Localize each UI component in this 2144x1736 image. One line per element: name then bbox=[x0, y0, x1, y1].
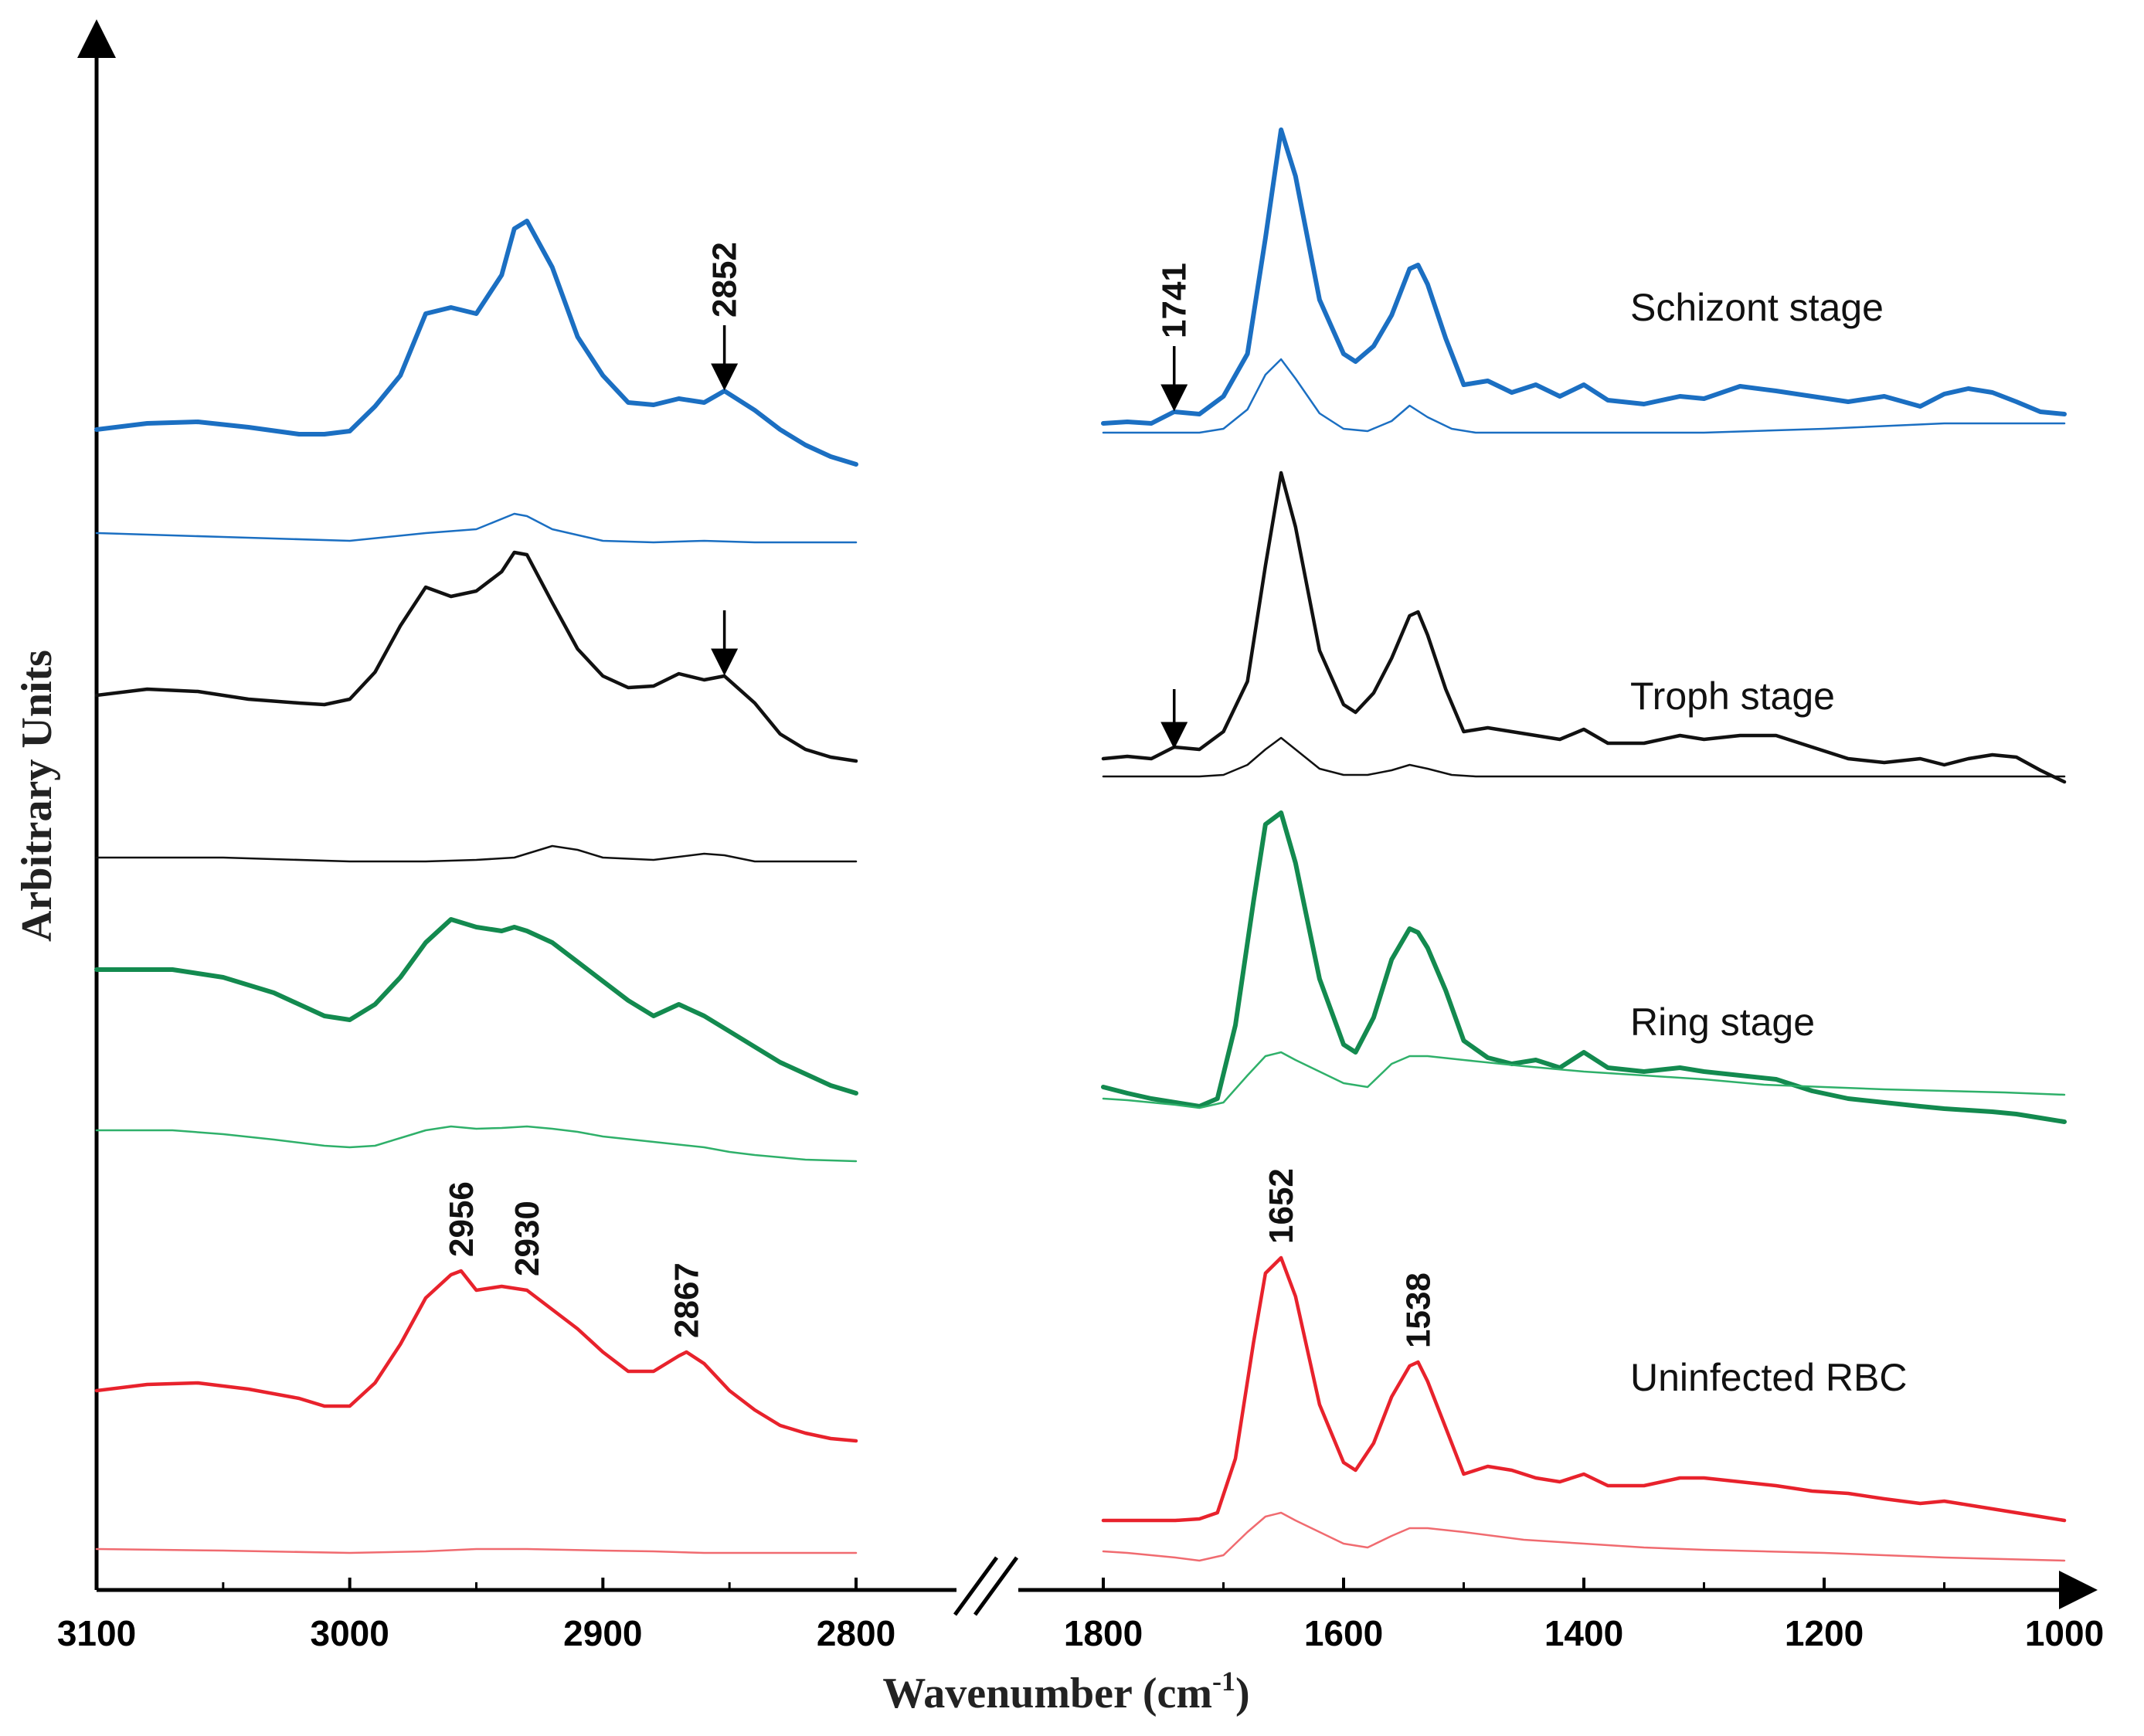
series-line-ring-stage-spectrum-ch-region bbox=[94, 917, 858, 1096]
series-line-ring-stage-spectrum-fingerprint-region bbox=[1101, 810, 2067, 1124]
stage-label-schizont: Schizont stage bbox=[1630, 286, 1884, 329]
axis-break-mark bbox=[973, 1556, 1019, 1616]
x-tick-label: 2900 bbox=[563, 1613, 642, 1653]
series-line-troph-stage-spectrum-fingerprint-region bbox=[1101, 471, 2067, 784]
series-line-troph-stage-difference-fingerprint-region bbox=[1102, 736, 2066, 778]
series-line-schizont-stage-difference-fingerprint-region bbox=[1102, 358, 2066, 434]
series-layer bbox=[94, 127, 2067, 1562]
peak-label-1538: 1538 bbox=[1399, 1272, 1437, 1348]
annotation-layer: 2852 1741 2956 2930 2867 1652 1538 bbox=[443, 242, 1438, 1348]
x-tick-label: 1600 bbox=[1304, 1613, 1383, 1653]
x-axis-title-sup: -1 bbox=[1212, 1666, 1235, 1697]
series-line-uninfected-rbc-spectrum-fingerprint-region bbox=[1101, 1255, 2067, 1523]
peak-label-2867: 2867 bbox=[668, 1262, 705, 1338]
x-tick-label: 1000 bbox=[2025, 1613, 2104, 1653]
label-layer: Arbitrary Units Wavenumber (cm-1) Schizo… bbox=[13, 286, 1908, 1717]
series-line-uninfected-rbc-difference-ch-region bbox=[95, 1547, 858, 1554]
series-line-troph-stage-spectrum-ch-region bbox=[94, 550, 858, 763]
x-axis-title-close: ) bbox=[1235, 1670, 1250, 1717]
stage-label-rbc: Uninfected RBC bbox=[1630, 1356, 1908, 1399]
series-line-uninfected-rbc-difference-fingerprint-region bbox=[1102, 1511, 2066, 1562]
series-line-schizont-stage-difference-ch-region bbox=[95, 512, 858, 544]
series-line-schizont-stage-spectrum-fingerprint-region bbox=[1101, 127, 2067, 426]
x-tick-label: 1400 bbox=[1544, 1613, 1623, 1653]
axis-break-mark bbox=[953, 1556, 999, 1616]
axes: 3100 3000 2900 2800 1800 1600 1400 1200 1000 bbox=[57, 19, 2104, 1653]
x-tick-label: 3100 bbox=[57, 1613, 136, 1653]
x-tick-label: 1800 bbox=[1064, 1613, 1143, 1653]
stage-label-troph: Troph stage bbox=[1630, 674, 1835, 718]
x-axis-title: Wavenumber (cm-1) bbox=[882, 1666, 1249, 1717]
x-tick-label: 1200 bbox=[1785, 1613, 1864, 1653]
x-tick-label: 2800 bbox=[817, 1613, 895, 1653]
x-axis-title-text: Wavenumber (cm bbox=[882, 1670, 1212, 1717]
x-tick-label: 3000 bbox=[310, 1613, 389, 1653]
series-line-ring-stage-difference-ch-region bbox=[95, 1125, 858, 1163]
peak-label-2930: 2930 bbox=[508, 1201, 546, 1276]
series-line-uninfected-rbc-spectrum-ch-region bbox=[94, 1269, 858, 1443]
peak-label-1741: 1741 bbox=[1156, 263, 1194, 338]
peak-label-2956: 2956 bbox=[443, 1181, 481, 1257]
peak-label-1652: 1652 bbox=[1262, 1168, 1300, 1244]
series-line-troph-stage-difference-ch-region bbox=[95, 844, 858, 863]
stage-label-ring: Ring stage bbox=[1630, 1000, 1815, 1044]
series-line-ring-stage-difference-fingerprint-region bbox=[1102, 1051, 2066, 1109]
series-line-schizont-stage-spectrum-ch-region bbox=[94, 219, 858, 467]
peak-label-2852: 2852 bbox=[706, 242, 744, 318]
y-axis-title: Arbitrary Units bbox=[13, 650, 61, 942]
